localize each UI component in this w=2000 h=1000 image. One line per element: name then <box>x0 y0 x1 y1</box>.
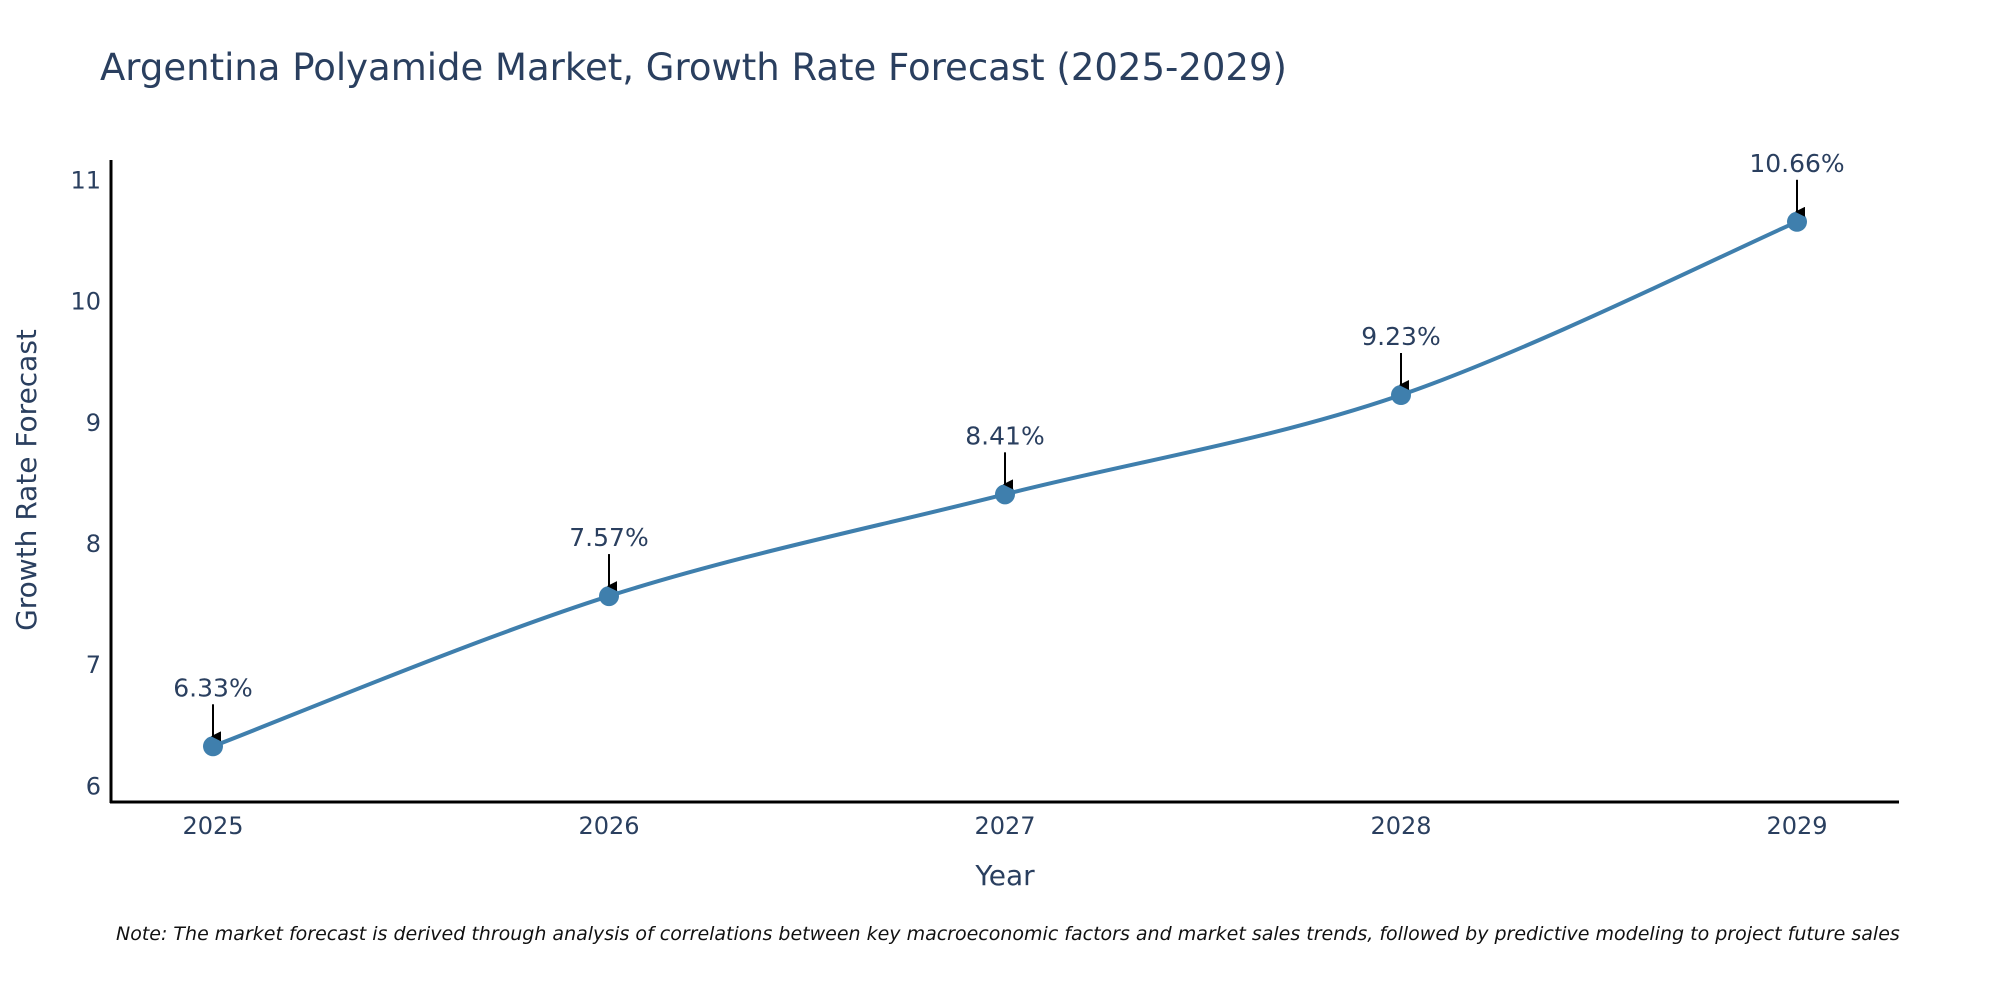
data-annotations: 6.33% 7.57% 8.41% 9.23% 10.66% <box>173 149 1845 742</box>
x-tick-label: 2029 <box>1766 812 1827 840</box>
x-tick-label: 2028 <box>1370 812 1431 840</box>
data-point[interactable] <box>203 736 223 757</box>
data-point[interactable] <box>1787 211 1807 232</box>
x-tick-label: 2026 <box>578 812 639 840</box>
y-tick-label: 7 <box>86 651 101 679</box>
data-point[interactable] <box>599 586 619 607</box>
data-label: 7.57% <box>569 523 648 552</box>
data-label: 9.23% <box>1361 322 1440 351</box>
data-point[interactable] <box>1391 384 1411 405</box>
y-tick-label: 8 <box>86 530 101 558</box>
data-label: 8.41% <box>965 421 1044 450</box>
y-ticks: 6 7 8 9 10 11 <box>70 167 101 801</box>
data-label: 10.66% <box>1749 149 1844 178</box>
y-tick-label: 10 <box>70 288 101 316</box>
x-tick-label: 2027 <box>974 812 1035 840</box>
y-axis-title: Growth Rate Forecast <box>10 329 43 631</box>
footnote: Note: The market forecast is derived thr… <box>116 923 1900 945</box>
x-tick-label: 2025 <box>182 812 243 840</box>
data-points <box>203 211 1807 757</box>
x-ticks: 2025 2026 2027 2028 2029 <box>182 812 1827 840</box>
y-tick-label: 9 <box>86 409 101 437</box>
plot-area: 6 7 8 9 10 11 2025 2026 2027 2028 2029 6.33% 7.57%… <box>70 149 1899 840</box>
data-label: 6.33% <box>173 673 252 702</box>
y-tick-label: 6 <box>86 772 101 800</box>
x-axis-title: Year <box>974 859 1035 892</box>
data-point[interactable] <box>995 484 1015 505</box>
y-tick-label: 11 <box>70 167 101 195</box>
chart-title: Argentina Polyamide Market, Growth Rate … <box>100 46 1287 89</box>
